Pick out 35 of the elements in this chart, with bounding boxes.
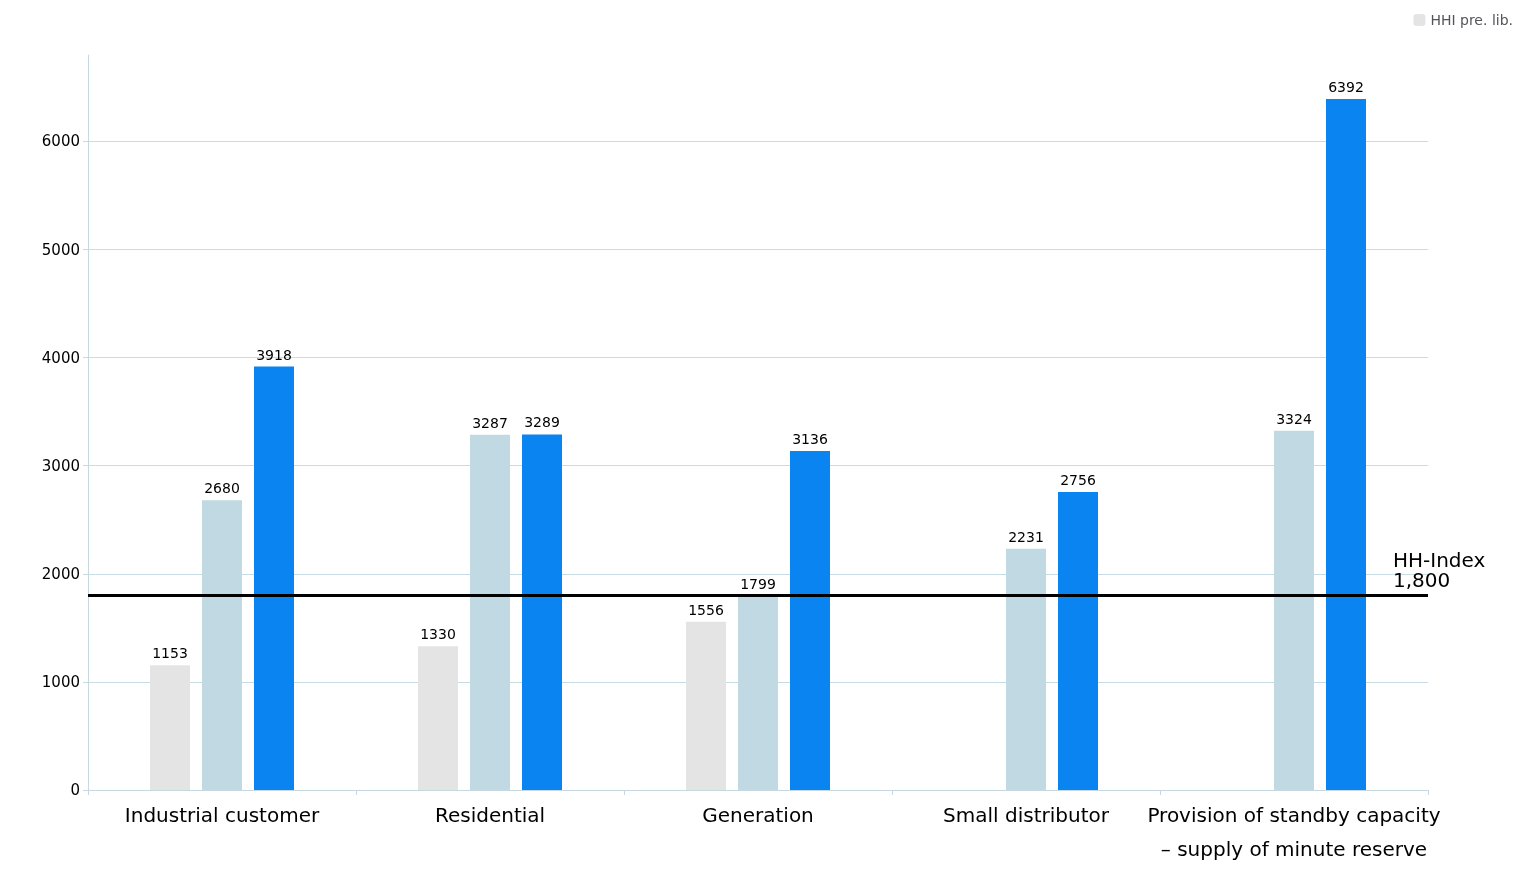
x-tick-label: Provision of standby capacity – supply of minute reserve [1147, 803, 1441, 861]
data-label: 3918 [256, 346, 292, 363]
bar [254, 366, 294, 790]
y-tick-label: 4000 [41, 348, 80, 367]
bar [522, 434, 562, 790]
y-tick-label: 0 [70, 781, 80, 799]
data-label: 1153 [152, 645, 188, 662]
x-tick-label: Small distributor [943, 803, 1110, 827]
bar [418, 646, 458, 790]
bar [686, 621, 726, 790]
bar [1058, 492, 1098, 790]
data-label: 1799 [740, 575, 776, 592]
y-tick-label: 2000 [41, 564, 80, 583]
bar [790, 451, 830, 790]
y-tick-label: 1000 [41, 672, 80, 691]
data-label: 3324 [1276, 410, 1312, 427]
data-label: 3287 [472, 414, 508, 431]
data-label: 3136 [792, 431, 828, 448]
data-label: 2231 [1008, 528, 1044, 545]
x-tick-label: Residential [434, 803, 546, 827]
y-tick-label: 3000 [41, 456, 80, 475]
data-label: 2756 [1060, 472, 1096, 489]
legend-label: HHI pre. lib. [1430, 12, 1514, 28]
data-label: 3289 [524, 414, 560, 431]
bar [1326, 99, 1366, 790]
x-tick-label: Industrial customer [124, 803, 320, 827]
bar [150, 665, 190, 790]
data-label: 6392 [1328, 79, 1364, 96]
x-tick-label: Generation [702, 803, 814, 827]
ref-line-label: HH-Index 1,800 [1393, 548, 1486, 593]
y-tick-label: 5000 [41, 240, 80, 259]
data-label: 2680 [204, 480, 240, 497]
y-tick-label: 6000 [41, 132, 80, 151]
data-label: 1556 [688, 601, 724, 618]
data-label: 1330 [420, 626, 456, 643]
